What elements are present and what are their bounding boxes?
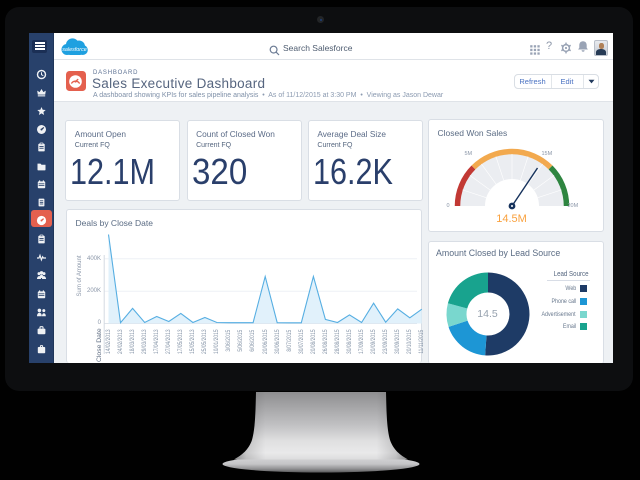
svg-text:salesforce: salesforce (62, 47, 87, 53)
